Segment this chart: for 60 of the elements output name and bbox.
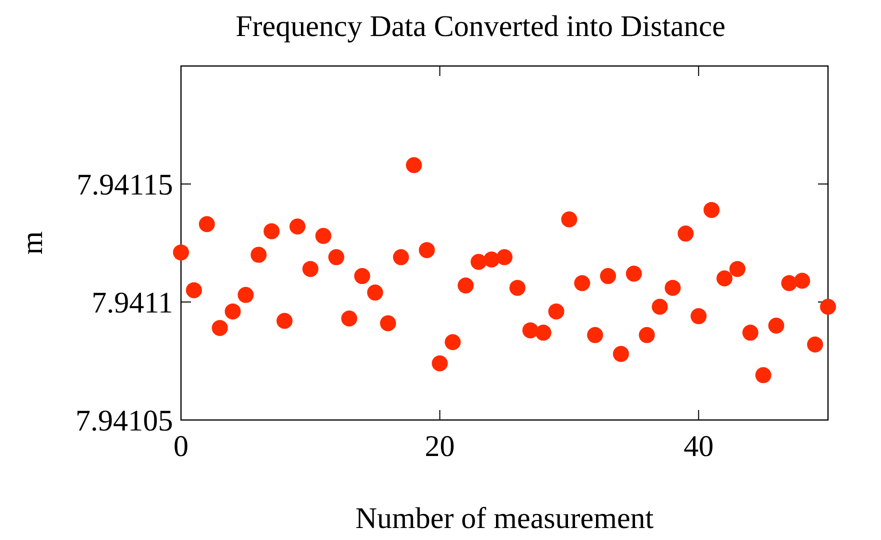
point bbox=[276, 312, 293, 329]
point bbox=[392, 249, 409, 266]
point bbox=[302, 260, 318, 277]
point bbox=[509, 280, 526, 296]
point bbox=[238, 286, 254, 303]
point bbox=[587, 327, 604, 344]
point bbox=[458, 277, 474, 294]
x-tick-label: 40 bbox=[684, 430, 714, 463]
point bbox=[729, 260, 746, 277]
point bbox=[664, 280, 681, 296]
point bbox=[328, 249, 344, 266]
point bbox=[742, 324, 758, 341]
x-tick-label: 20 bbox=[424, 430, 455, 463]
point bbox=[781, 275, 798, 292]
point bbox=[315, 228, 332, 244]
point bbox=[716, 270, 732, 286]
point bbox=[755, 367, 772, 384]
y-tick-label: 7.9411 bbox=[92, 286, 173, 320]
point bbox=[574, 275, 590, 292]
point bbox=[626, 266, 642, 282]
point bbox=[561, 211, 578, 228]
point bbox=[418, 242, 435, 258]
y-tick-label: 7.94105 bbox=[76, 404, 173, 438]
point bbox=[224, 303, 241, 320]
point bbox=[522, 322, 538, 338]
point bbox=[264, 223, 280, 240]
point bbox=[807, 336, 824, 352]
point bbox=[794, 272, 810, 289]
point bbox=[820, 298, 836, 315]
y-axis-title: m bbox=[16, 231, 49, 255]
point bbox=[186, 282, 202, 298]
point bbox=[638, 327, 655, 344]
point bbox=[678, 226, 694, 242]
point bbox=[548, 303, 564, 320]
point bbox=[406, 157, 422, 174]
point bbox=[704, 202, 720, 218]
point bbox=[612, 346, 629, 362]
point bbox=[768, 318, 784, 334]
point bbox=[470, 254, 487, 270]
chart-title: Frequency Data Converted into Distance bbox=[236, 10, 726, 43]
point bbox=[289, 218, 306, 234]
point bbox=[212, 320, 228, 336]
point bbox=[444, 334, 461, 350]
x-tick-label: 0 bbox=[174, 430, 188, 463]
point bbox=[380, 315, 396, 332]
point bbox=[250, 246, 267, 263]
point bbox=[354, 268, 370, 284]
point bbox=[173, 244, 189, 260]
point bbox=[496, 249, 512, 266]
point bbox=[600, 268, 616, 284]
point bbox=[198, 216, 215, 232]
x-axis-title: Number of measurement bbox=[355, 502, 654, 535]
point bbox=[484, 252, 500, 268]
point bbox=[690, 308, 707, 324]
point bbox=[535, 324, 552, 341]
point bbox=[367, 284, 384, 301]
y-tick-label: 7.94115 bbox=[76, 168, 173, 202]
point bbox=[652, 298, 668, 315]
point bbox=[432, 355, 448, 372]
point bbox=[341, 310, 358, 327]
